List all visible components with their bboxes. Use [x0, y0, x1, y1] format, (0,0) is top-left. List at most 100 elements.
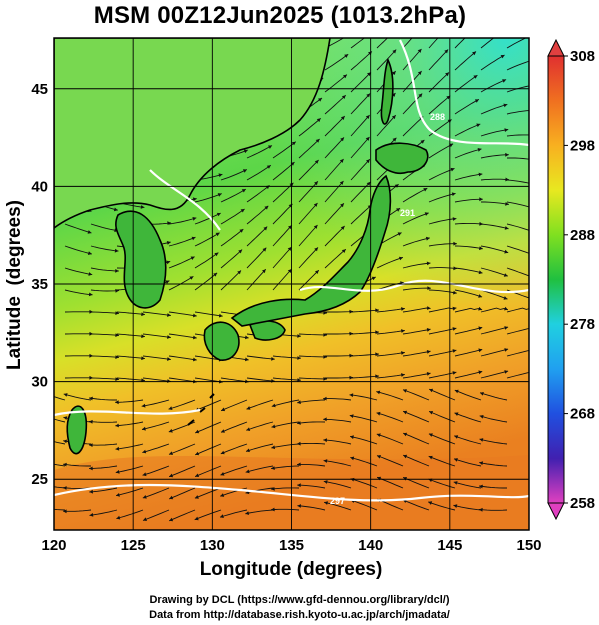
streamline-arrowhead: [529, 274, 533, 278]
streamline-arrowhead: [245, 511, 250, 515]
streamline: [506, 223, 529, 231]
streamline: [350, 499, 378, 511]
streamline: [298, 333, 328, 336]
streamline-arrowhead: [115, 311, 119, 315]
streamline: [376, 352, 405, 357]
streamline: [479, 485, 507, 489]
streamline: [325, 355, 354, 357]
streamline-arrowhead: [168, 406, 173, 410]
streamline-arrowhead: [297, 421, 301, 425]
streamline-arrowhead: [403, 410, 408, 415]
y-tick-label: 35: [31, 276, 48, 293]
streamline-arrowhead: [401, 329, 405, 333]
streamline-arrowhead: [218, 313, 223, 318]
streamline-arrowhead: [314, 247, 318, 252]
streamline: [116, 355, 145, 360]
streamline: [296, 442, 326, 445]
streamline: [402, 350, 431, 357]
streamline: [90, 355, 120, 358]
streamline-arrowhead: [444, 27, 448, 31]
streamline-arrowhead: [220, 450, 225, 455]
streamline-arrowhead: [505, 202, 509, 206]
streamline-arrowhead: [403, 454, 408, 459]
streamline: [115, 399, 144, 403]
streamline: [350, 38, 366, 49]
streamline: [402, 187, 428, 203]
streamline-arrowhead: [288, 225, 292, 230]
streamline-arrowhead: [87, 251, 92, 255]
streamline-arrowhead: [221, 429, 225, 433]
streamline: [115, 465, 144, 473]
streamline-arrowhead: [429, 411, 434, 415]
streamline: [272, 355, 301, 359]
streamline: [246, 247, 267, 269]
streamline: [428, 433, 456, 445]
streamline-arrowhead: [271, 445, 276, 450]
streamline: [403, 454, 430, 467]
streamline: [428, 38, 439, 49]
streamline-arrowhead: [428, 433, 433, 437]
streamline: [246, 399, 274, 410]
streamline: [454, 307, 483, 313]
streamline: [454, 349, 483, 357]
streamline: [245, 443, 274, 452]
streamline-arrowhead: [245, 469, 250, 474]
streamline-arrowhead: [530, 229, 534, 233]
streamline-arrowhead: [376, 390, 381, 395]
streamline: [350, 478, 378, 489]
streamline-arrowhead: [478, 348, 483, 353]
streamline-arrowhead: [262, 269, 266, 274]
streamline-arrowhead: [166, 241, 171, 245]
streamline: [246, 268, 267, 291]
streamline: [168, 355, 197, 361]
streamline: [454, 222, 484, 225]
streamline-arrowhead: [366, 181, 371, 186]
streamline: [246, 226, 268, 247]
streamline-arrowhead: [503, 296, 508, 300]
streamline-arrowhead: [191, 236, 196, 241]
streamline-arrowhead: [167, 335, 171, 339]
streamline: [428, 95, 451, 115]
streamline: [402, 307, 431, 313]
streamline-arrowhead: [287, 269, 292, 273]
streamline-arrowhead: [167, 313, 171, 317]
streamline-arrowhead: [504, 326, 509, 330]
colorbar-label: 258: [570, 495, 595, 512]
streamline: [453, 504, 482, 511]
streamline-arrowhead: [297, 441, 301, 446]
streamline: [506, 327, 529, 335]
streamline: [246, 145, 273, 159]
streamline: [54, 508, 66, 511]
streamline-arrowhead: [194, 495, 199, 499]
streamline: [220, 421, 248, 433]
streamline-arrowhead: [473, 75, 478, 79]
streamline-arrowhead: [323, 459, 328, 463]
streamline: [194, 509, 222, 521]
streamline-arrowhead: [315, 139, 320, 143]
streamline: [271, 399, 300, 407]
streamline: [298, 247, 319, 269]
streamline: [90, 223, 119, 232]
streamline-arrowhead: [38, 436, 42, 440]
streamline-arrowhead: [451, 192, 456, 197]
streamline-arrowhead: [429, 388, 434, 393]
streamline-arrowhead: [192, 197, 197, 202]
streamline-arrowhead: [166, 260, 171, 265]
streamline: [480, 154, 509, 159]
streamline-arrowhead: [39, 391, 43, 395]
streamline-arrowhead: [478, 306, 483, 311]
streamline: [271, 465, 300, 470]
streamline: [325, 311, 354, 313]
streamline: [272, 224, 293, 247]
streamline: [220, 228, 244, 247]
streamline: [220, 249, 243, 269]
streamline-arrowhead: [245, 335, 249, 340]
streamline-arrowhead: [504, 348, 509, 352]
streamline-arrowhead: [169, 451, 173, 455]
streamline-arrowhead: [243, 149, 248, 154]
streamline-arrowhead: [479, 484, 483, 489]
streamline-arrowhead: [403, 389, 407, 393]
streamline: [506, 307, 529, 313]
honshu-island: [230, 174, 392, 327]
streamline: [325, 377, 354, 379]
